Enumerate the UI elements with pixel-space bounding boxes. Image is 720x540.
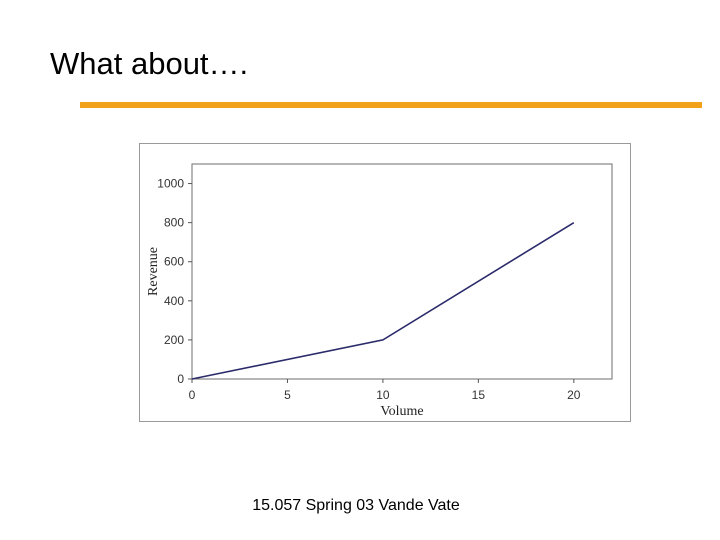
revenue-line xyxy=(191,221,575,380)
y-tick-label: 600 xyxy=(164,255,184,269)
y-tick-label: 400 xyxy=(164,294,184,308)
y-tick-label: 200 xyxy=(164,333,184,347)
y-tick-label: 800 xyxy=(164,216,184,230)
y-tick-label: 0 xyxy=(177,372,184,386)
y-axis-label: Revenue xyxy=(146,247,161,296)
x-tick-label: 5 xyxy=(284,388,291,402)
x-tick-label: 15 xyxy=(472,388,486,402)
x-tick-label: 10 xyxy=(376,388,390,402)
plot-area-border xyxy=(191,163,613,380)
line-chart: 0 200 400 600 800 1000 0 5 10 15 20 Volume Revenue xyxy=(146,163,613,419)
chart-frame: 0 200 400 600 800 1000 0 5 10 15 20 Volume Revenue xyxy=(139,143,631,422)
x-tick-label: 0 xyxy=(189,388,196,402)
slide-title: What about…. xyxy=(50,46,249,81)
y-tick-label: 1000 xyxy=(157,177,184,191)
slide-footer: 15.057 Spring 03 Vande Vate xyxy=(252,497,460,514)
title-underline xyxy=(80,102,702,108)
x-tick-label: 20 xyxy=(567,388,581,402)
x-axis-label: Volume xyxy=(380,404,423,419)
